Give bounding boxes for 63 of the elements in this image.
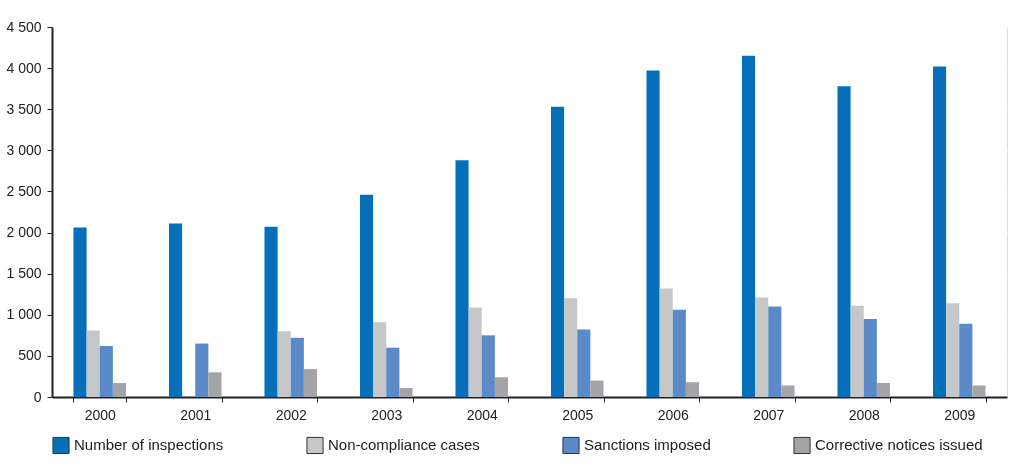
bar [932,66,947,397]
bar [264,226,278,397]
bar [755,297,769,397]
bar [781,385,795,397]
bar [863,318,877,397]
bar [850,305,864,397]
x-tick-label: 2001 [180,406,212,423]
y-tick-label: 3 000 [6,141,42,158]
bar [208,372,222,397]
x-tick-label: 2005 [562,406,594,423]
x-tick-label: 2007 [753,406,785,423]
bar [303,369,318,397]
bar [494,377,509,397]
bar [399,387,413,397]
x-tick-label: 2002 [275,406,308,423]
bar [590,380,604,397]
x-tick-label: 2009 [944,406,976,423]
bar [481,335,495,397]
bar [99,346,113,397]
y-tick-label: 4 500 [6,18,42,35]
bar [876,383,891,397]
bar [550,106,565,397]
x-tick-label: 2004 [466,406,499,423]
bar [972,385,986,397]
bar [659,288,673,397]
bar [195,343,209,397]
bar [564,298,578,397]
bar [86,330,100,397]
bar [959,323,973,397]
y-tick-label: 2 500 [6,182,42,199]
legend-label: Corrective notices issued [815,436,983,454]
bar [672,309,686,397]
x-tick-label: 2008 [848,406,881,423]
y-tick-label: 1 500 [6,265,42,282]
bar [277,331,291,397]
bar [359,194,374,397]
legend-label: Non-compliance cases [328,436,480,454]
x-tick-label: 2000 [84,406,117,423]
bar [455,160,469,397]
bar [373,322,387,397]
legend-label: Number of inspections [74,436,224,454]
y-tick-label: 1 000 [6,306,42,323]
bar [112,383,127,397]
bar [468,307,482,397]
y-tick-label: 4 000 [6,59,42,76]
bar [646,70,660,397]
bar [768,306,782,397]
bar [946,303,960,397]
bar [577,329,591,397]
bar [386,347,400,397]
bar [73,227,87,397]
x-tick-label: 2006 [657,406,690,423]
y-tick-label: 0 [33,388,42,405]
bar [168,223,183,397]
bar [685,382,700,397]
y-tick-label: 3 500 [6,100,42,117]
bar [290,337,304,397]
legend-label: Sanctions imposed [584,436,711,454]
bar [837,86,851,397]
x-tick-label: 2003 [371,406,403,423]
y-tick-label: 2 000 [6,224,42,241]
y-tick-label: 500 [18,347,42,364]
bar [741,55,756,397]
